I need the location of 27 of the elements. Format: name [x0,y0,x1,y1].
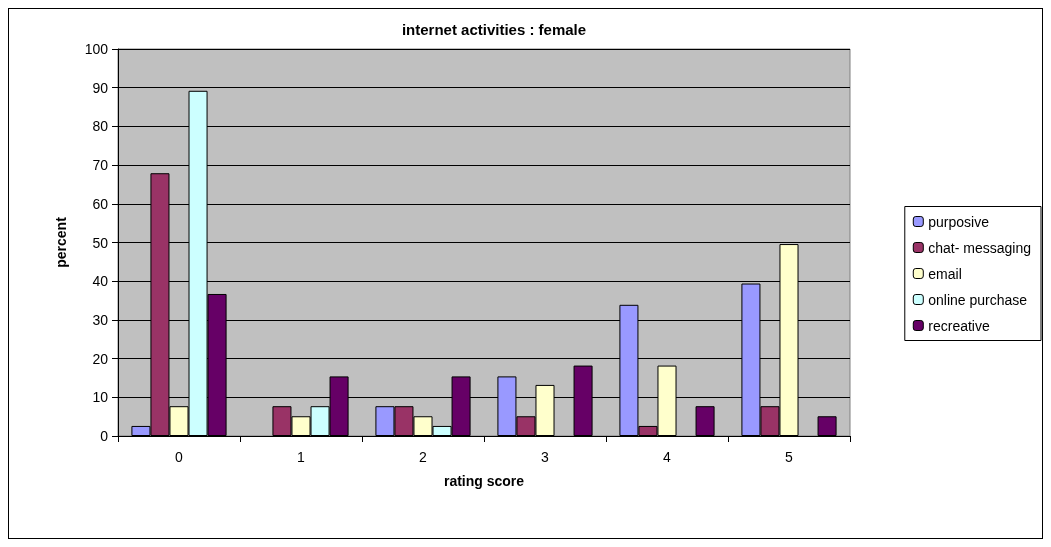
legend-label: email [928,265,962,282]
y-tick-label: 90 [92,79,109,96]
x-axis-title: rating score [443,473,525,489]
y-tick-label: 60 [92,195,109,212]
x-tick-label: 4 [663,449,672,465]
chart-title: internet activities : female [401,21,587,38]
y-tick-label: 100 [84,41,109,57]
y-tick-label: 20 [92,350,109,367]
x-tick-label: 5 [785,449,794,465]
y-tick-label: 10 [92,389,109,406]
legend-label: recreative [928,317,990,334]
x-tick-label: 0 [175,449,184,465]
y-tick-label: 40 [92,273,109,290]
bar [695,406,715,436]
legend-label: purposive [928,213,990,230]
legend-label: online purchase [928,291,1028,308]
x-tick-label: 1 [297,449,306,465]
y-axis-title: percent [53,216,69,268]
y-tick-label: 0 [100,428,109,444]
legend-label: chat- messaging [928,239,1031,256]
y-tick-label: 30 [92,311,109,328]
y-tick-label: 80 [92,118,109,135]
x-tick-label: 3 [541,449,550,465]
x-tick-label: 2 [419,449,428,465]
y-tick-label: 50 [92,234,109,251]
bar [817,416,837,436]
y-tick-label: 70 [92,157,109,174]
